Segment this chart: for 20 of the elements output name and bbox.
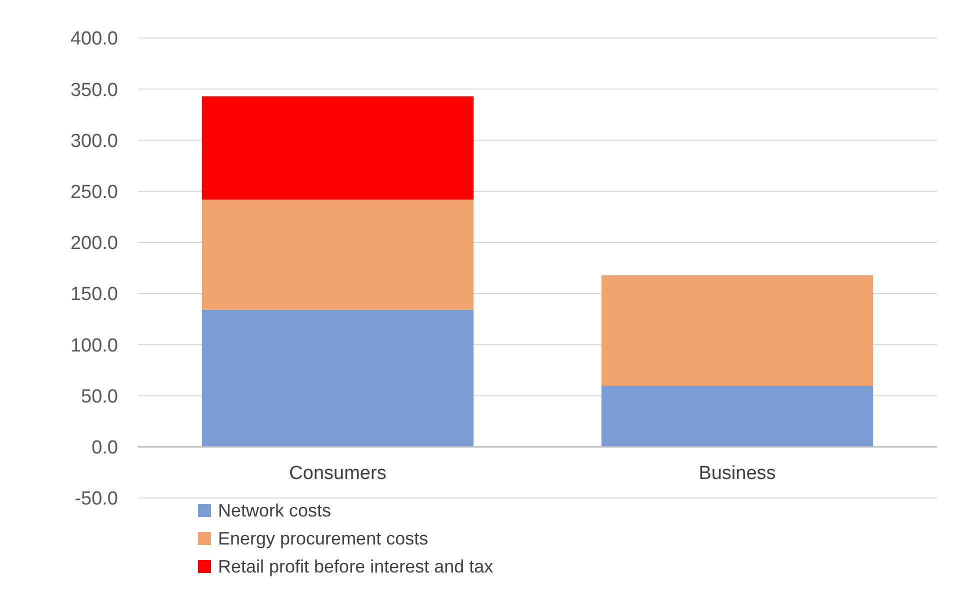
- y-tick-label: 100.0: [70, 335, 118, 356]
- legend-label: Network costs: [218, 500, 332, 520]
- y-tick-label: 0.0: [92, 438, 118, 459]
- y-tick-label: 300.0: [70, 130, 118, 152]
- y-tick-label: -50.0: [74, 488, 118, 510]
- bar: [601, 386, 874, 447]
- y-tick-label: 250.0: [70, 182, 118, 203]
- y-tick-label: 150.0: [70, 284, 118, 306]
- bar: [202, 200, 474, 310]
- y-tick-label: 50.0: [81, 386, 118, 408]
- x-tick-label: Consumers: [289, 462, 386, 484]
- bar: [202, 96, 474, 200]
- y-tick-label: 350.0: [70, 80, 118, 101]
- bar: [202, 310, 474, 447]
- legend-label: Energy procurement costs: [218, 528, 428, 548]
- y-tick-label: 200.0: [70, 233, 118, 254]
- legend-label: Retail profit before interest and tax: [218, 556, 494, 576]
- y-tick-label: 400.0: [70, 28, 118, 50]
- x-tick-label: Business: [698, 462, 776, 484]
- bar: [601, 275, 874, 386]
